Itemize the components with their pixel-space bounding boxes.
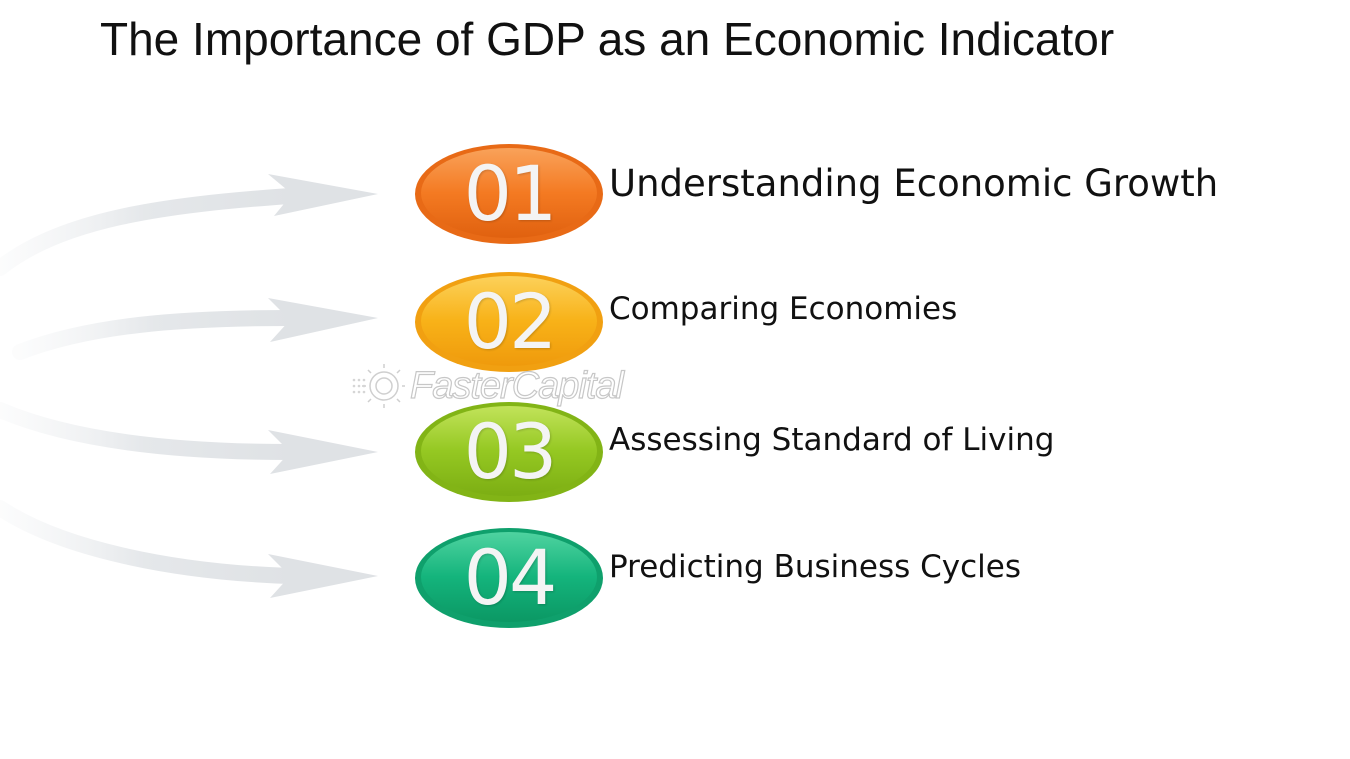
page-title: The Importance of GDP as an Economic Ind… <box>100 13 1115 65</box>
badge-02: 02 <box>413 270 605 374</box>
curved-arrow-icon <box>0 500 378 598</box>
badge-03: 03 <box>413 400 605 504</box>
badge-01: 01 <box>413 142 605 246</box>
badge-ellipse <box>415 144 603 244</box>
curved-arrow-icon <box>0 174 378 276</box>
watermark: FasterCapital <box>350 362 625 410</box>
watermark-text: FasterCapital <box>409 364 624 407</box>
badge-ellipse <box>415 528 603 628</box>
badge-04: 04 <box>413 526 605 630</box>
curved-arrow-icon <box>12 298 378 360</box>
badge-number: 01 <box>463 149 558 238</box>
badge-number: 03 <box>463 407 558 496</box>
curved-arrow-icon <box>0 402 378 474</box>
item-label-business-cycles: Predicting Business Cycles <box>609 549 1021 585</box>
arrows-graphic <box>0 174 378 598</box>
badge-number: 04 <box>463 533 558 622</box>
badge-ellipse <box>415 402 603 502</box>
gear-icon <box>352 364 405 408</box>
badge-ellipse <box>415 272 603 372</box>
badge-number: 02 <box>463 277 558 366</box>
item-label-comparing-economies: Comparing Economies <box>609 291 958 327</box>
item-label-economic-growth: Understanding Economic Growth <box>609 162 1219 205</box>
item-label-standard-of-living: Assessing Standard of Living <box>609 422 1055 458</box>
